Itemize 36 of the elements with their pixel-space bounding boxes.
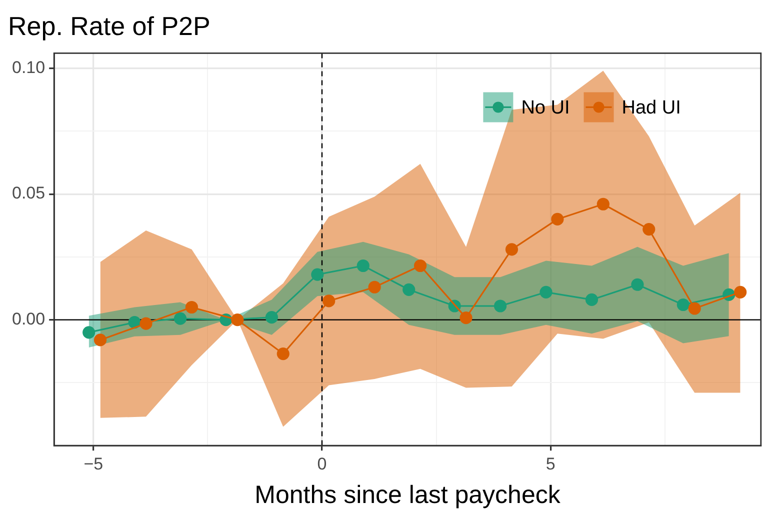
point (185, 300, 198, 314)
legend-label: No UI (521, 97, 570, 118)
legend-label: Had UI (622, 97, 681, 118)
point (311, 268, 324, 281)
point (356, 259, 370, 272)
x-axis-title: Months since last paycheck (254, 480, 561, 509)
point (82, 326, 96, 339)
point (540, 286, 552, 298)
point (585, 293, 598, 306)
chart-title: Rep. Rate of P2P (8, 10, 210, 41)
point (494, 300, 507, 312)
point (140, 317, 152, 330)
y-tick-label: 0.05 (12, 184, 46, 203)
point (460, 312, 472, 324)
x-tick-label: −5 (84, 454, 104, 474)
point (688, 302, 701, 315)
point (631, 278, 644, 291)
point (265, 311, 278, 324)
point (414, 259, 427, 272)
point (734, 286, 747, 298)
point (596, 198, 610, 210)
x-tick-label: 0 (317, 454, 327, 474)
y-tick-label: 0.10 (12, 58, 46, 77)
y-tick-label: 0.00 (12, 310, 46, 329)
point (94, 334, 107, 346)
point (231, 314, 244, 326)
point (402, 283, 416, 296)
point (368, 280, 381, 294)
x-tick-label: 5 (546, 454, 556, 474)
point (551, 212, 564, 226)
point (276, 347, 290, 360)
point (174, 312, 187, 325)
point (642, 222, 656, 236)
point (676, 298, 690, 312)
point (505, 243, 518, 256)
point (322, 294, 336, 308)
